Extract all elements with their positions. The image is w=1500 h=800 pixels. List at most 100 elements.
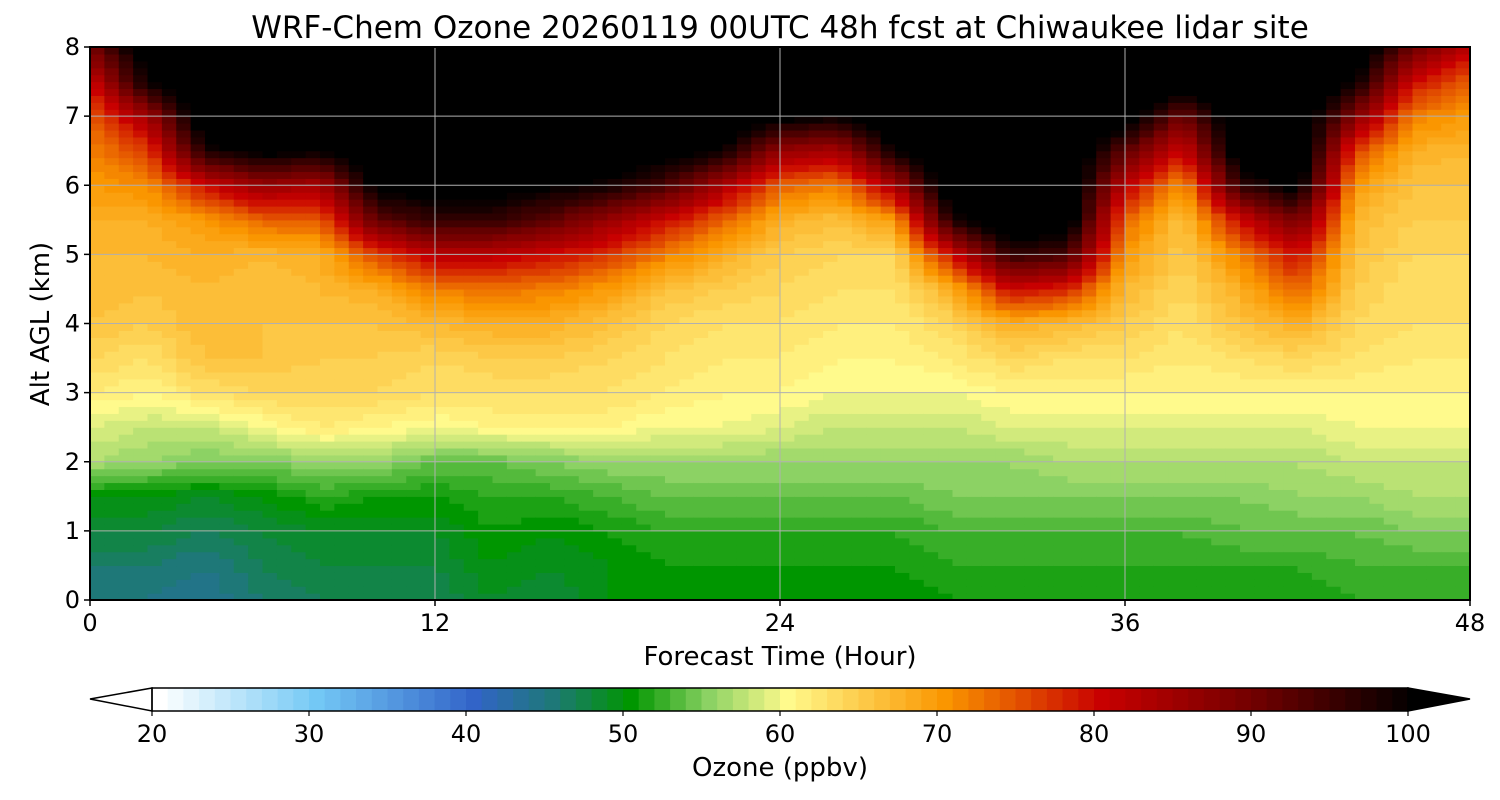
heatmap-cell xyxy=(291,475,307,484)
heatmap-cell xyxy=(435,205,450,214)
heatmap-cell xyxy=(693,233,709,242)
heatmap-cell xyxy=(521,323,537,332)
heatmap-cell xyxy=(679,330,695,338)
heatmap-cell xyxy=(665,192,680,200)
heatmap-cell xyxy=(420,316,436,325)
heatmap-cell xyxy=(679,192,695,200)
heatmap-cell xyxy=(305,261,321,269)
heatmap-cell xyxy=(966,316,982,325)
heatmap-cell xyxy=(966,544,982,553)
heatmap-cell xyxy=(377,129,393,138)
heatmap-cell xyxy=(90,427,105,435)
heatmap-cell xyxy=(320,295,335,304)
heatmap-cell xyxy=(133,164,149,173)
heatmap-cell xyxy=(248,116,264,124)
heatmap-cell xyxy=(478,67,494,76)
heatmap-cell xyxy=(363,247,379,255)
heatmap-cell xyxy=(736,109,752,117)
heatmap-cell xyxy=(823,517,839,525)
heatmap-cell xyxy=(593,468,609,477)
heatmap-cell xyxy=(420,123,436,131)
heatmap-cell xyxy=(550,565,565,573)
heatmap-cell xyxy=(837,392,853,401)
heatmap-cell xyxy=(780,441,795,449)
heatmap-cell xyxy=(923,593,939,601)
heatmap-cell xyxy=(363,530,379,539)
heatmap-cell xyxy=(377,371,393,380)
heatmap-cell xyxy=(578,109,594,117)
heatmap-cell xyxy=(348,275,364,283)
heatmap-cell xyxy=(679,157,695,166)
heatmap-cell xyxy=(205,496,220,504)
heatmap-cell xyxy=(492,434,508,442)
heatmap-cell xyxy=(363,544,379,553)
heatmap-cell xyxy=(966,268,982,276)
heatmap-cell xyxy=(693,219,709,228)
heatmap-cell xyxy=(478,81,494,90)
heatmap-cell xyxy=(923,178,939,186)
heatmap-cell xyxy=(708,482,724,490)
heatmap-cell xyxy=(794,413,810,421)
heatmap-cell xyxy=(233,344,249,352)
heatmap-cell xyxy=(118,323,134,332)
heatmap-cell xyxy=(722,116,738,124)
heatmap-cell xyxy=(708,150,724,159)
heatmap-cell xyxy=(665,565,680,573)
heatmap-cell xyxy=(808,88,824,96)
heatmap-cell xyxy=(823,364,839,373)
heatmap-cell xyxy=(348,544,364,553)
heatmap-cell xyxy=(320,544,335,553)
heatmap-cell xyxy=(880,295,896,304)
heatmap-cell xyxy=(780,268,795,276)
heatmap-cell xyxy=(334,150,350,159)
heatmap-cell xyxy=(636,351,652,359)
heatmap-cell xyxy=(708,261,724,269)
heatmap-cell xyxy=(780,364,795,373)
heatmap-cell xyxy=(952,109,968,117)
heatmap-cell xyxy=(435,240,450,249)
heatmap-cell xyxy=(276,558,292,567)
heatmap-cell xyxy=(794,226,810,235)
heatmap-cell xyxy=(535,337,551,345)
heatmap-cell xyxy=(104,358,120,366)
heatmap-cell xyxy=(348,47,364,55)
heatmap-cell xyxy=(823,275,839,283)
heatmap-cell xyxy=(593,282,609,290)
heatmap-cell xyxy=(449,47,465,55)
heatmap-cell xyxy=(966,489,982,497)
heatmap-cell xyxy=(966,47,982,55)
heatmap-cell xyxy=(794,572,810,580)
heatmap-cell xyxy=(305,123,321,131)
heatmap-cell xyxy=(550,295,565,304)
heatmap-cell xyxy=(90,282,105,290)
heatmap-cell xyxy=(550,579,565,587)
heatmap-cell xyxy=(521,164,537,173)
heatmap-cell xyxy=(636,275,652,283)
heatmap-cell xyxy=(334,385,350,394)
heatmap-cell xyxy=(176,192,192,200)
heatmap-cell xyxy=(190,572,206,580)
heatmap-cell xyxy=(478,461,494,470)
heatmap-cell xyxy=(578,143,594,152)
heatmap-cell xyxy=(377,441,393,449)
heatmap-cell xyxy=(262,254,278,262)
heatmap-cell xyxy=(90,351,105,359)
heatmap-cell xyxy=(305,60,321,69)
heatmap-cell xyxy=(823,205,839,214)
heatmap-cell xyxy=(219,558,235,567)
heatmap-cell xyxy=(693,351,709,359)
heatmap-cell xyxy=(679,489,695,497)
heatmap-cell xyxy=(952,461,968,470)
heatmap-cell xyxy=(851,212,867,221)
heatmap-cell xyxy=(708,551,724,560)
heatmap-cell xyxy=(765,371,781,380)
heatmap-cell xyxy=(650,461,666,470)
heatmap-cell xyxy=(636,143,652,152)
heatmap-cell xyxy=(205,199,220,207)
heatmap-cell xyxy=(607,171,623,179)
heatmap-cell xyxy=(535,275,551,283)
heatmap-cell xyxy=(895,558,910,567)
heatmap-cell xyxy=(276,102,292,110)
heatmap-cell xyxy=(478,586,494,594)
heatmap-cell xyxy=(305,254,321,262)
